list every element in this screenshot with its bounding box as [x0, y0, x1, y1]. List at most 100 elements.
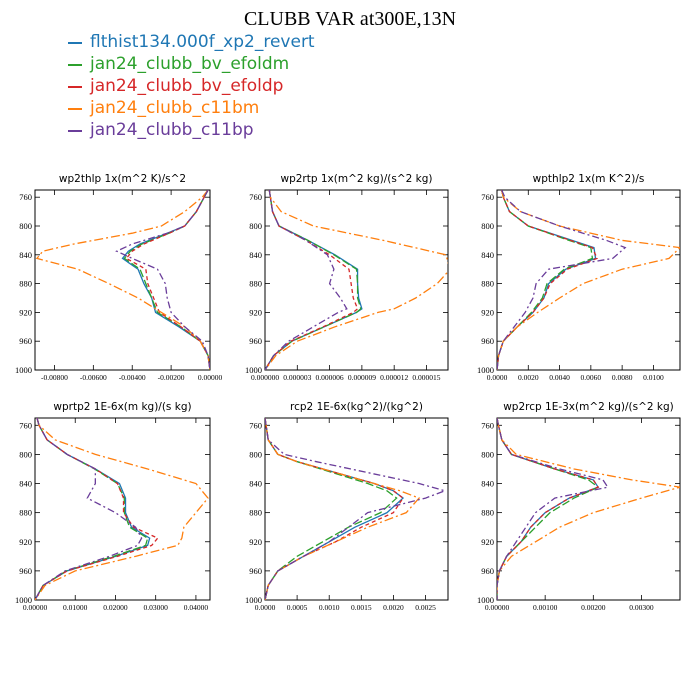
panel-1: wp2thlp 1x(m^2 K)/s^2 760 800 840 880 920 960 1…: [15, 173, 222, 382]
series-line-1: [497, 418, 600, 600]
y-tick-label: 920: [249, 537, 262, 547]
panel-title: wprtp2 1E-6x(m kg)/(s kg): [53, 401, 191, 413]
y-tick-label: 920: [481, 537, 494, 547]
series-line-4: [497, 418, 680, 600]
legend-swatch-3: [68, 86, 82, 88]
y-tick-label: 840: [19, 479, 32, 489]
x-tick-label: -0.00800: [41, 373, 68, 382]
series-line-5: [265, 418, 447, 600]
x-tick-label: 0.0015: [351, 603, 372, 612]
legend-swatch-1: [68, 42, 82, 44]
panel-frame: [34, 189, 211, 371]
y-tick-label: 920: [249, 307, 262, 317]
x-tick-label: 0.00200: [581, 603, 606, 612]
y-tick-label: 840: [249, 250, 262, 260]
y-tick-label: 840: [481, 479, 494, 489]
y-tick-label: 840: [481, 250, 494, 260]
legend-entry: flthist134.000f_xp2_revert: [68, 32, 468, 54]
y-tick-label: 1000: [477, 365, 494, 375]
x-tick-label: 0.00100: [533, 603, 558, 612]
panel-frame: [496, 417, 681, 601]
legend-label-2: jan24_clubb_bv_efoldm: [90, 54, 290, 74]
panel-title: wp2rcp 1E-3x(m^2 kg)/(s^2 kg): [503, 401, 674, 413]
x-tick-label: 0.0000: [255, 603, 276, 612]
series-line-2: [497, 418, 600, 600]
y-tick-label: 800: [19, 449, 32, 459]
x-tick-label: 0.000003: [283, 373, 311, 382]
x-tick-label: 0.0000: [487, 373, 508, 382]
panel-frame: [264, 189, 449, 371]
series-line-5: [115, 190, 210, 370]
y-tick-label: 880: [19, 279, 32, 289]
y-tick-label: 1000: [245, 365, 262, 375]
series-line-1: [121, 190, 210, 370]
y-tick-label: 960: [481, 336, 494, 346]
x-tick-label: 0.0025: [415, 603, 436, 612]
y-tick-label: 800: [249, 221, 262, 231]
panel-4: wprtp2 1E-6x(m kg)/(s kg) 760 800 840 880 920…: [15, 401, 211, 612]
x-tick-label: 0.00300: [629, 603, 654, 612]
panel-title: wpthlp2 1x(m K^2)/s: [533, 173, 645, 185]
x-tick-label: 0.0020: [518, 373, 539, 382]
x-tick-label: 0.0080: [612, 373, 633, 382]
y-tick-label: 920: [481, 307, 494, 317]
y-tick-label: 880: [481, 279, 494, 289]
legend-entry: jan24_clubb_bv_efoldm: [68, 54, 468, 76]
series-line-5: [265, 190, 348, 370]
y-tick-label: 840: [19, 250, 32, 260]
series-line-5: [497, 190, 627, 370]
panel-title: wp2rtp 1x(m^2 kg)/(s^2 kg): [280, 173, 432, 185]
y-tick-label: 800: [19, 221, 32, 231]
panel-title: wp2thlp 1x(m^2 K)/s^2: [59, 173, 186, 185]
legend-label-5: jan24_clubb_c11bp: [90, 120, 254, 140]
y-tick-label: 840: [249, 479, 262, 489]
legend-swatch-5: [68, 130, 82, 132]
x-tick-label: 0.04000: [184, 603, 209, 612]
x-tick-label: 0.02000: [103, 603, 128, 612]
series-line-4: [35, 190, 210, 370]
y-tick-label: 960: [19, 566, 32, 576]
x-tick-label: 0.0020: [383, 603, 404, 612]
y-tick-label: 960: [481, 566, 494, 576]
y-tick-label: 880: [481, 508, 494, 518]
panel-5: rcp2 1E-6x(kg^2)/(kg^2) 760 800 840 880 920 96…: [245, 401, 449, 612]
x-tick-label: 0.01000: [63, 603, 88, 612]
x-tick-label: 0.0060: [581, 373, 602, 382]
x-tick-label: 0.000015: [412, 373, 440, 382]
series-line-1: [35, 418, 151, 600]
figure-title: CLUBB VAR at300E,13N: [243, 8, 457, 30]
legend: flthist134.000f_xp2_revert jan24_clubb_b…: [68, 32, 468, 142]
series-line-3: [497, 190, 598, 370]
legend-entry: jan24_clubb_c11bm: [68, 98, 468, 120]
y-tick-label: 1000: [477, 595, 494, 605]
panel-frame: [34, 417, 211, 601]
series-line-2: [265, 418, 398, 600]
x-tick-label: 0.0040: [549, 373, 570, 382]
panel-3: wpthlp2 1x(m K^2)/s 760 800 840 880 920 960 100…: [477, 173, 681, 382]
y-tick-label: 920: [19, 307, 32, 317]
y-tick-label: 800: [481, 449, 494, 459]
x-tick-label: 0.000000: [251, 373, 279, 382]
series-line-2: [123, 190, 210, 370]
y-tick-label: 760: [19, 420, 32, 430]
series-line-2: [265, 190, 362, 370]
x-tick-label: -0.00200: [158, 373, 185, 382]
y-tick-label: 1000: [15, 595, 32, 605]
series-line-3: [497, 418, 600, 600]
series-line-4: [497, 190, 680, 370]
series-line-1: [265, 190, 363, 370]
x-tick-label: 0.000006: [316, 373, 344, 382]
y-tick-label: 760: [249, 192, 262, 202]
x-tick-label: 0.000009: [348, 373, 376, 382]
series-line-3: [265, 190, 359, 370]
y-tick-label: 800: [481, 221, 494, 231]
y-tick-label: 880: [19, 508, 32, 518]
series-line-3: [35, 418, 159, 600]
panel-frame: [264, 417, 449, 601]
x-tick-label: 0.00000: [23, 603, 48, 612]
y-tick-label: 960: [249, 566, 262, 576]
series-line-2: [497, 190, 594, 370]
legend-label-1: flthist134.000f_xp2_revert: [90, 32, 315, 52]
x-tick-label: -0.00600: [80, 373, 107, 382]
